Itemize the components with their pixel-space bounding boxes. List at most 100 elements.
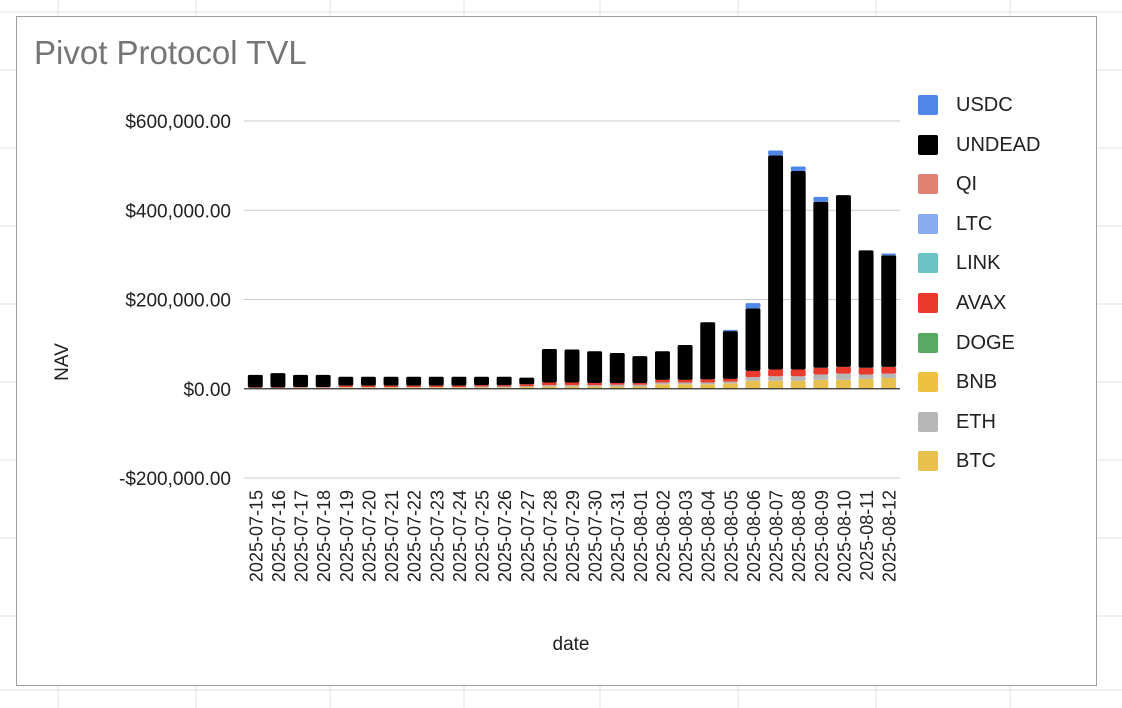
bar-segment-avax[interactable]	[609, 382, 625, 385]
bar-segment-eth[interactable]	[541, 385, 557, 387]
bar-segment-avax[interactable]	[768, 369, 784, 377]
legend-swatch	[918, 174, 938, 195]
bar-segment-undead[interactable]	[383, 376, 399, 386]
bar-segment-btc[interactable]	[835, 379, 851, 389]
bar-segment-undead[interactable]	[881, 255, 897, 367]
bar-segment-avax[interactable]	[383, 385, 399, 387]
bar-segment-btc[interactable]	[813, 379, 829, 389]
bar-segment-undead[interactable]	[541, 349, 557, 383]
bar-segment-eth[interactable]	[519, 386, 535, 387]
legend-swatch	[918, 411, 938, 432]
bar-segment-eth[interactable]	[677, 382, 693, 385]
bar-segment-avax[interactable]	[519, 384, 535, 387]
legend-label: DOGE	[956, 331, 1015, 354]
bar-segment-undead[interactable]	[360, 376, 376, 386]
bar-segment-usdc[interactable]	[745, 303, 761, 309]
bar-segment-avax[interactable]	[745, 370, 761, 378]
bar-segment-btc[interactable]	[677, 384, 693, 389]
bar-segment-usdc[interactable]	[722, 329, 738, 332]
bar-segment-usdc[interactable]	[790, 166, 806, 171]
bar-segment-undead[interactable]	[587, 351, 603, 383]
bar-segment-btc[interactable]	[745, 380, 761, 389]
bar-segment-btc[interactable]	[768, 380, 784, 389]
bar-segment-avax[interactable]	[338, 385, 354, 387]
bar-segment-avax[interactable]	[541, 382, 557, 386]
bar-segment-avax[interactable]	[790, 369, 806, 377]
x-tick-label: 2025-07-24	[450, 490, 470, 582]
bar-segment-eth[interactable]	[768, 376, 784, 381]
bar-segment-btc[interactable]	[700, 384, 716, 389]
bar-segment-avax[interactable]	[655, 379, 670, 383]
x-tick-label: 2025-08-04	[699, 490, 719, 582]
bar-segment-eth[interactable]	[587, 385, 603, 387]
bar-segment-eth[interactable]	[745, 377, 761, 381]
bar-segment-eth[interactable]	[700, 382, 716, 385]
bar-segment-avax[interactable]	[700, 379, 716, 383]
bar-segment-undead[interactable]	[406, 376, 422, 386]
bar-segment-btc[interactable]	[790, 380, 806, 389]
bar-segment-undead[interactable]	[790, 170, 806, 370]
bar-segment-avax[interactable]	[587, 382, 603, 386]
bar-segment-btc[interactable]	[722, 383, 738, 389]
bar-segment-avax[interactable]	[677, 379, 693, 383]
bar-segment-eth[interactable]	[564, 385, 580, 387]
bar-segment-undead[interactable]	[428, 376, 444, 386]
bar-segment-undead[interactable]	[474, 376, 489, 386]
bar-segment-eth[interactable]	[790, 376, 806, 381]
bar-segment-avax[interactable]	[428, 385, 444, 387]
bar-segment-undead[interactable]	[315, 374, 331, 387]
bar-segment-avax[interactable]	[813, 367, 829, 375]
bar-segment-avax[interactable]	[406, 385, 422, 387]
bar-segment-usdc[interactable]	[881, 253, 897, 256]
bar-segment-eth[interactable]	[474, 386, 489, 388]
x-tick-label: 2025-08-02	[653, 490, 673, 582]
bar-segment-avax[interactable]	[858, 367, 874, 375]
bar-segment-undead[interactable]	[632, 356, 648, 383]
bar-segment-undead[interactable]	[835, 195, 851, 367]
bar-segment-avax[interactable]	[632, 382, 648, 385]
bar-segment-undead[interactable]	[722, 331, 738, 379]
bar-segment-avax[interactable]	[881, 366, 897, 374]
bar-segment-undead[interactable]	[677, 345, 693, 380]
bar-segment-undead[interactable]	[451, 376, 467, 386]
bar-segment-eth[interactable]	[655, 382, 670, 385]
bar-segment-usdc[interactable]	[813, 196, 829, 202]
bar-segment-undead[interactable]	[564, 349, 580, 383]
bar-segment-eth[interactable]	[632, 384, 648, 387]
bar-segment-eth[interactable]	[881, 373, 897, 379]
legend-label: BNB	[956, 371, 998, 394]
bar-segment-undead[interactable]	[247, 374, 263, 388]
bar-segment-undead[interactable]	[270, 373, 286, 388]
bar-segment-undead[interactable]	[700, 322, 716, 380]
bar-segment-btc[interactable]	[655, 384, 670, 389]
bar-segment-undead[interactable]	[496, 376, 512, 386]
bar-segment-eth[interactable]	[813, 374, 829, 380]
chart-title: Pivot Protocol TVL	[34, 34, 307, 71]
bar-segment-undead[interactable]	[858, 250, 874, 368]
bar-segment-undead[interactable]	[745, 308, 761, 371]
bar-segment-eth[interactable]	[858, 374, 874, 379]
bar-segment-undead[interactable]	[519, 377, 535, 385]
bar-segment-eth[interactable]	[609, 384, 625, 387]
bar-segment-undead[interactable]	[293, 374, 309, 387]
bar-segment-avax[interactable]	[360, 385, 376, 387]
bar-segment-avax[interactable]	[722, 378, 738, 382]
bar-segment-eth[interactable]	[835, 373, 851, 380]
bar-segment-undead[interactable]	[338, 376, 354, 386]
bar-segment-btc[interactable]	[858, 378, 874, 389]
bar-segment-avax[interactable]	[564, 382, 580, 386]
bar-segment-usdc[interactable]	[768, 150, 784, 156]
y-tick-label: $0.00	[183, 380, 231, 401]
bar-segment-eth[interactable]	[496, 386, 512, 388]
bar-segment-undead[interactable]	[813, 201, 829, 368]
bar-segment-undead[interactable]	[768, 155, 784, 370]
bar-segment-btc[interactable]	[881, 378, 897, 389]
bar-segment-avax[interactable]	[496, 385, 512, 387]
bar-segment-avax[interactable]	[835, 366, 851, 374]
bar-segment-undead[interactable]	[655, 351, 670, 380]
bar-segment-eth[interactable]	[722, 381, 738, 384]
bar-segment-avax[interactable]	[474, 385, 489, 387]
bar-segment-undead[interactable]	[609, 353, 625, 383]
bar-segment-avax[interactable]	[451, 385, 467, 387]
x-tick-label: 2025-07-31	[608, 490, 628, 582]
